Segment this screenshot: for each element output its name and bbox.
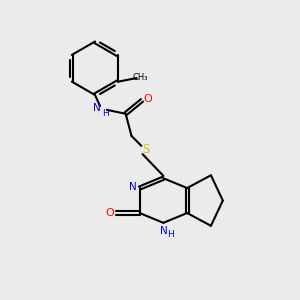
Text: O: O (143, 94, 152, 104)
Text: CH₃: CH₃ (132, 73, 148, 82)
Text: N: N (160, 226, 168, 236)
Text: O: O (106, 208, 114, 218)
Text: H: H (102, 109, 109, 118)
Text: N: N (129, 182, 137, 192)
Text: N: N (93, 103, 101, 113)
Text: S: S (142, 143, 149, 156)
Text: H: H (167, 230, 174, 238)
